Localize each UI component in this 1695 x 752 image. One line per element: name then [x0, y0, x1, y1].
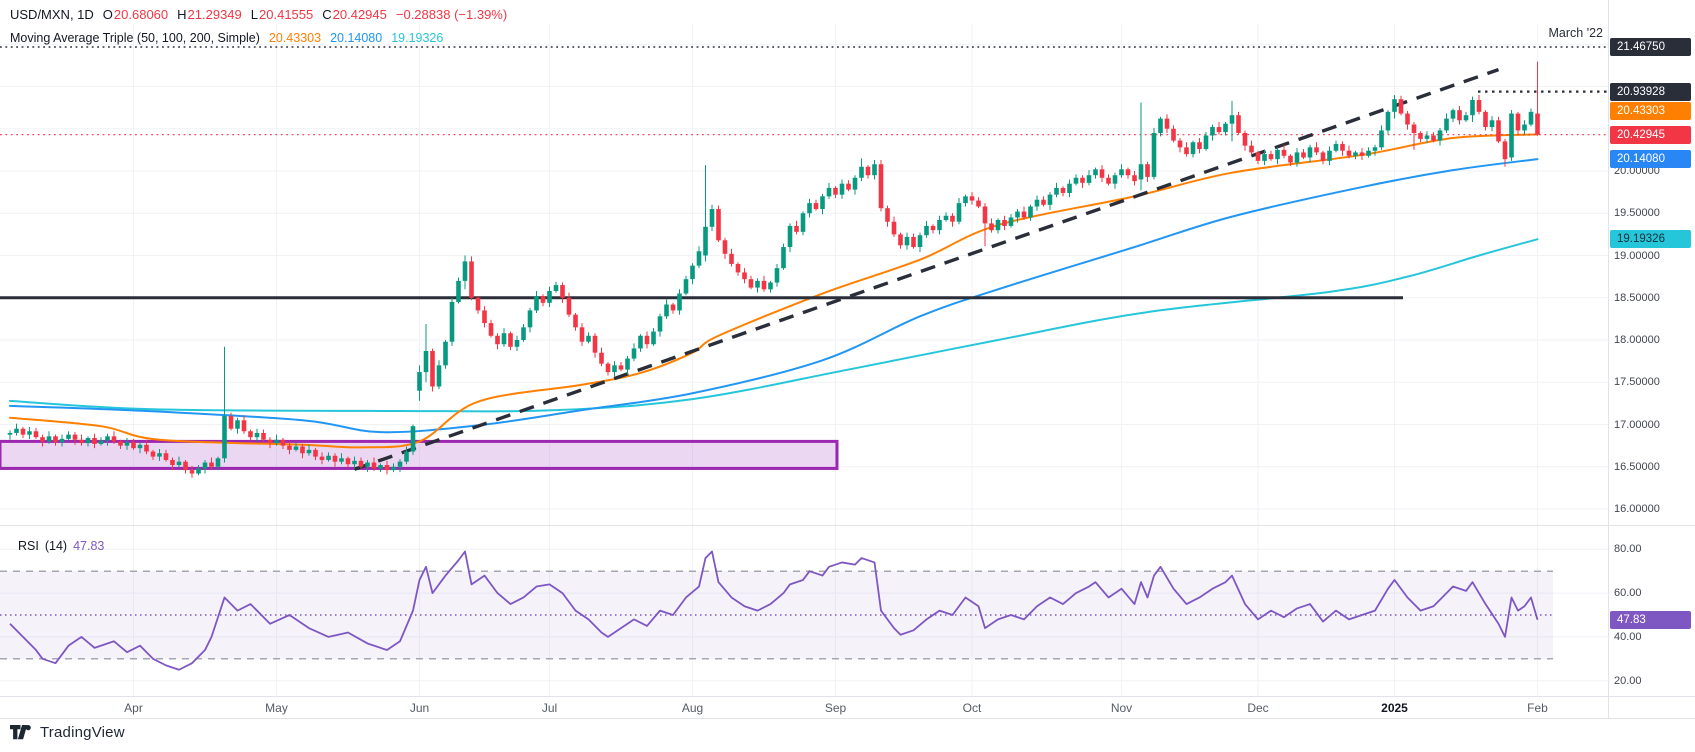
tradingview-logo-icon — [10, 725, 31, 740]
axis-badge-rsi-value: 47.83 — [1610, 610, 1691, 629]
tradingview-logo[interactable]: TradingView — [10, 724, 125, 741]
axis-badge-level-march22-high: 21.46750 — [1610, 37, 1691, 56]
time-label-Jun: Jun — [409, 701, 430, 715]
ma-indicator-title[interactable]: Moving Average Triple (50, 100, 200, Sim… — [10, 31, 260, 45]
ma-indicator-legend[interactable]: Moving Average Triple (50, 100, 200, Sim… — [10, 31, 443, 45]
time-label-Oct: Oct — [962, 701, 982, 715]
axis-badge-sma200-value: 19.19326 — [1610, 230, 1691, 249]
time-label-Aug: Aug — [681, 701, 704, 715]
price-tick-18.50000: 18.50000 — [1614, 291, 1660, 304]
time-label-Apr: Apr — [124, 701, 143, 715]
time-label-Sep: Sep — [824, 701, 847, 715]
price-tick-17.00000: 17.00000 — [1614, 418, 1660, 431]
rsi-line[interactable] — [9, 550, 1539, 671]
ma100-legend-value: 20.14080 — [330, 31, 383, 45]
ascending-trendline[interactable] — [353, 67, 1500, 471]
rsi-tick-20.00: 20.00 — [1614, 674, 1642, 687]
rsi-tick-40.00: 40.00 — [1614, 630, 1642, 643]
rsi-indicator-legend[interactable]: RSI (14) 47.83 — [18, 539, 104, 553]
grid-lines — [0, 24, 1608, 696]
rsi-title[interactable]: RSI — [18, 539, 39, 553]
price-tick-19.50000: 19.50000 — [1614, 207, 1660, 220]
ma50-legend-value: 20.43303 — [268, 31, 322, 45]
high-value: H 21.29349 — [177, 7, 242, 22]
low-value: L 20.41555 — [250, 7, 314, 22]
axis-badge-sma100-value: 20.14080 — [1610, 150, 1691, 169]
open-value: O 20.68060 — [102, 7, 169, 22]
axis-badge-sma50-value: 20.43303 — [1610, 102, 1691, 121]
sma200-line[interactable] — [9, 238, 1539, 413]
time-label-2025: 2025 — [1381, 701, 1408, 715]
axis-badge-last-price: 20.42945 — [1610, 125, 1691, 144]
rsi-legend-value: 47.83 — [73, 539, 105, 553]
sma50-line[interactable] — [9, 133, 1539, 449]
symbol-legend[interactable]: USD/MXN, 1D O 20.68060 H 21.29349 L 20.4155… — [10, 7, 507, 22]
axis-badge-level-prior-high: 20.93928 — [1610, 82, 1691, 101]
price-axis[interactable]: 20.00000 19.50000 19.00000 18.50000 18.00000… — [1608, 0, 1695, 718]
rsi-band — [0, 570, 1553, 660]
trendline-annotation: March '22 — [1548, 26, 1604, 40]
price-axis-separator — [1608, 0, 1609, 718]
price-tick-18.00000: 18.00000 — [1614, 334, 1660, 346]
footer-separator — [0, 718, 1695, 719]
sma100-line[interactable] — [9, 158, 1539, 434]
time-axis[interactable]: Apr May Jun Jul Aug Sep Oct Nov Dec 2025 Feb — [0, 696, 1608, 718]
tradingview-logo-text: TradingView — [40, 724, 125, 741]
price-tick-16.50000: 16.50000 — [1614, 460, 1660, 473]
ma200-legend-value: 19.19326 — [391, 31, 444, 45]
price-tick-16.00000: 16.00000 — [1614, 503, 1660, 515]
time-axis-separator — [0, 696, 1695, 697]
change-value: −0.28838 (−1.39%) — [395, 7, 508, 22]
time-label-Feb: Feb — [1527, 701, 1548, 715]
pane-separator[interactable] — [0, 525, 1695, 526]
rsi-params: (14) — [44, 539, 68, 553]
price-tick-19.00000: 19.00000 — [1614, 249, 1660, 262]
time-label-Nov: Nov — [1110, 701, 1133, 715]
rsi-tick-80.00: 80.00 — [1614, 543, 1642, 556]
close-value: C 20.42945 — [322, 7, 387, 22]
symbol-title[interactable]: USD/MXN, 1D — [10, 7, 94, 22]
rsi-tick-60.00: 60.00 — [1614, 587, 1642, 600]
time-label-May: May — [265, 701, 288, 715]
price-tick-17.50000: 17.50000 — [1614, 376, 1660, 389]
candlestick-series[interactable] — [7, 61, 1540, 478]
time-label-Dec: Dec — [1247, 701, 1269, 715]
time-label-Jul: Jul — [541, 701, 558, 715]
